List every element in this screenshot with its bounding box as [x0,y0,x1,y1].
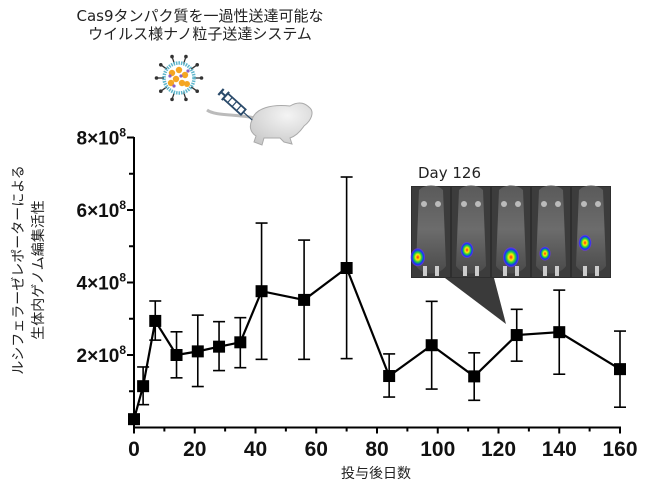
luminescence-signal [539,246,551,261]
inset-mouse [572,185,610,277]
inset-label: Day 126 [418,164,481,182]
data-point-marker [128,413,140,426]
data-point-marker [234,336,247,349]
virus-like-particle-icon [154,54,204,102]
data-point-marker [614,363,626,376]
data-point-marker [191,345,204,358]
data-point-marker [149,314,162,327]
y-axis-title-line2: 生体内ゲノム編集活性 [30,200,47,340]
inset-bioluminescence-image: Day 126 [410,164,611,324]
data-point-marker [468,370,481,383]
figure-title-line2: ウイルス様ナノ粒子送達システム [88,25,312,43]
luminescence-signal [578,234,592,251]
y-tick-label: 4×108 [77,271,127,295]
data-point-marker [255,285,268,298]
x-axis-title: 投与後日数 [341,466,411,482]
x-tick-label: 20 [183,438,206,461]
data-point-marker [137,380,150,393]
y-tick-label: 6×108 [77,198,127,222]
x-tick-label: 80 [365,438,388,461]
figure-title-line1: Cas9タンパク質を一過性送達可能な [76,7,324,25]
data-point-marker [213,340,226,353]
syringe-icon [217,88,253,121]
x-tick-label: 120 [481,438,516,461]
inset-mouse [532,185,570,277]
data-point-marker [553,326,566,339]
inset-mouse [492,185,530,277]
luminescence-signal [503,247,519,268]
luminescence-signal [460,242,474,258]
x-tick-label: 140 [542,438,577,461]
inset-mouse [452,185,490,277]
data-point-marker [298,293,311,306]
data-point-marker [170,349,183,361]
data-point-marker [340,262,353,274]
series-line [132,266,621,420]
y-tick-label: 2×108 [77,343,127,367]
x-tick-label: 40 [244,438,267,461]
luminescence-signal [410,248,425,267]
data-point-marker [425,339,438,352]
mouse-icon [206,102,313,146]
x-tick-label: 160 [602,438,637,461]
y-axis-title-line1: ルシフェラーゼレポーターによる [11,165,27,375]
inset-mouse [410,185,450,277]
x-tick-label: 60 [305,438,328,461]
callout-pointer [445,278,506,324]
data-point-marker [510,329,523,342]
x-tick-label: 0 [128,438,140,461]
y-tick-label: 8×108 [77,126,127,150]
x-tick-label: 100 [420,438,455,461]
data-point-marker [383,370,396,383]
